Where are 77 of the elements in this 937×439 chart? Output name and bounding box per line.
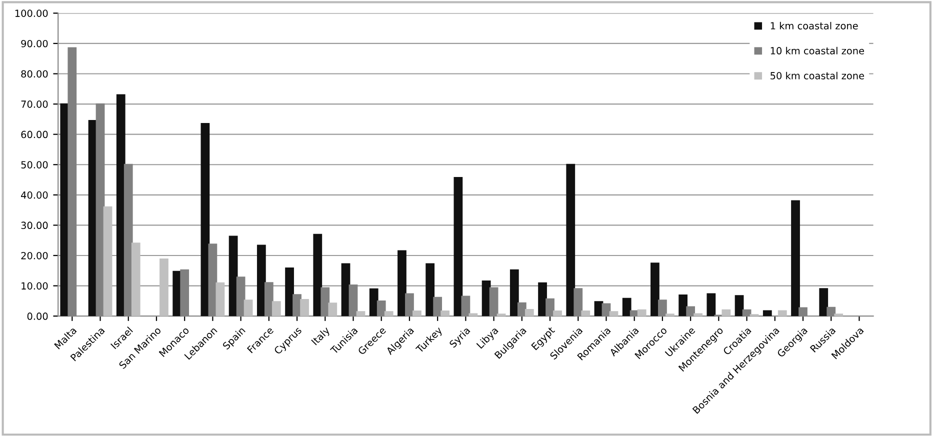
bar bbox=[553, 310, 562, 316]
bar bbox=[546, 298, 554, 316]
bar bbox=[131, 242, 140, 316]
y-tick-label: 30.00 bbox=[21, 222, 48, 230]
bar bbox=[398, 250, 406, 316]
y-tick-label: 0.00 bbox=[27, 312, 48, 320]
bar bbox=[566, 164, 576, 316]
legend-label: 10 km coastal zone bbox=[770, 46, 864, 54]
bar bbox=[320, 287, 330, 316]
bar bbox=[609, 311, 618, 316]
bar bbox=[440, 310, 450, 316]
bar bbox=[538, 282, 547, 316]
bar bbox=[433, 296, 442, 316]
bar bbox=[694, 313, 703, 316]
bar bbox=[517, 302, 526, 316]
bar bbox=[650, 262, 660, 316]
bar bbox=[658, 300, 667, 316]
bar bbox=[454, 176, 463, 316]
bar bbox=[778, 310, 787, 316]
bar bbox=[200, 123, 210, 316]
bar bbox=[348, 284, 358, 316]
bar bbox=[461, 296, 470, 316]
bar bbox=[819, 288, 828, 316]
bar bbox=[244, 300, 253, 316]
bar bbox=[468, 313, 478, 316]
bar bbox=[574, 288, 583, 316]
bar bbox=[376, 300, 386, 316]
bar bbox=[489, 287, 498, 316]
bar bbox=[405, 293, 414, 316]
y-tick-label: 90.00 bbox=[21, 40, 48, 48]
bar bbox=[762, 310, 772, 316]
bar bbox=[686, 306, 696, 316]
bar bbox=[285, 268, 294, 316]
bar bbox=[272, 301, 281, 316]
y-tick-label: 80.00 bbox=[21, 70, 48, 78]
bar bbox=[208, 244, 218, 316]
y-tick-label: 100.00 bbox=[15, 10, 48, 17]
bar bbox=[678, 294, 688, 316]
bar bbox=[300, 299, 309, 316]
bar bbox=[96, 103, 105, 316]
y-tick-label: 40.00 bbox=[21, 191, 48, 199]
bar bbox=[706, 293, 716, 316]
bar bbox=[412, 310, 422, 316]
bar bbox=[356, 311, 366, 316]
y-tick-label: 50.00 bbox=[21, 161, 48, 168]
bar bbox=[236, 276, 246, 316]
bar bbox=[264, 282, 274, 316]
bar bbox=[116, 94, 126, 316]
bar bbox=[722, 309, 731, 316]
bar bbox=[228, 236, 238, 316]
bar bbox=[384, 311, 394, 316]
bar bbox=[602, 303, 611, 316]
bar bbox=[426, 263, 435, 316]
bar bbox=[734, 295, 744, 316]
bar bbox=[791, 200, 800, 316]
bar bbox=[124, 164, 133, 316]
bar bbox=[313, 234, 322, 316]
legend-label: 1 km coastal zone bbox=[770, 22, 858, 30]
y-tick-label: 10.00 bbox=[22, 282, 48, 290]
legend-label: 50 km coastal zone bbox=[770, 72, 864, 80]
bar bbox=[369, 288, 378, 316]
bar bbox=[328, 302, 338, 316]
bar bbox=[103, 206, 112, 316]
bar bbox=[622, 298, 632, 316]
bar bbox=[742, 309, 752, 316]
bar bbox=[630, 310, 639, 316]
bar bbox=[160, 258, 168, 316]
bar bbox=[637, 309, 646, 316]
bar bbox=[826, 306, 836, 316]
bar bbox=[256, 244, 266, 316]
y-tick-label: 70.00 bbox=[21, 100, 48, 108]
bar bbox=[510, 269, 519, 316]
y-tick-label: 60.00 bbox=[21, 130, 48, 138]
bar bbox=[581, 310, 590, 316]
y-tick-label: 20.00 bbox=[21, 252, 48, 260]
bar bbox=[216, 282, 225, 316]
bar bbox=[524, 309, 534, 316]
